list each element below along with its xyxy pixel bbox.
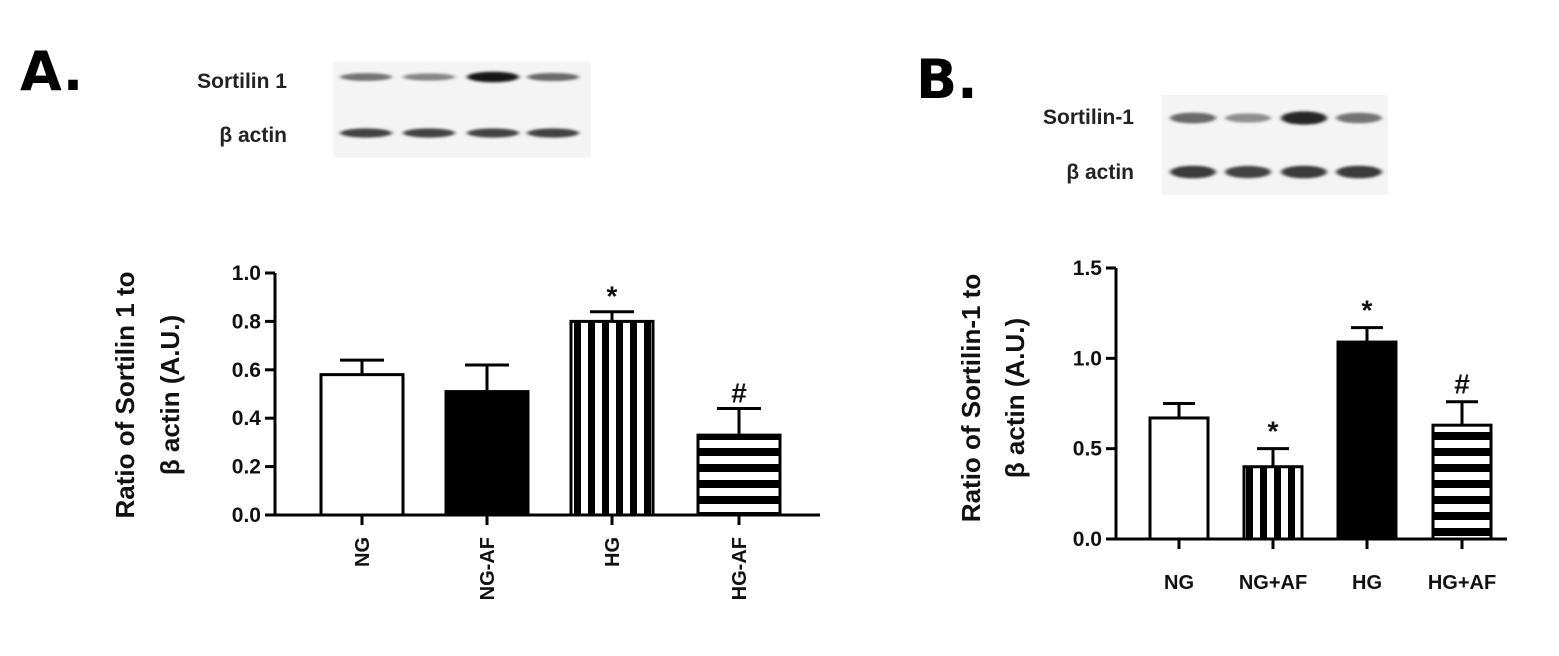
chart-a-bar-hg	[569, 319, 655, 517]
chart-b-category-label: HG+AF	[1428, 572, 1496, 594]
blot-a-band-row1-lane2	[403, 73, 455, 81]
panel-a-label: A.	[20, 40, 83, 103]
chart-a-y-tick-label: 0.8	[232, 310, 262, 333]
blot-b-row1-label: Sortilin-1	[1043, 106, 1134, 129]
chart-b-category-label: NG+AF	[1239, 572, 1307, 594]
chart-b-bar-ng	[1148, 416, 1210, 541]
chart-a-category-label: HG	[602, 537, 624, 567]
blot-a-band-row2-lane2	[403, 128, 455, 138]
blot-a-row1-label: Sortilin 1	[197, 70, 287, 93]
y-axis-title-a-line2: β actin (A.U.)	[155, 315, 185, 475]
chart-a-y-tick-label: 1.0	[232, 262, 261, 285]
blot-b-band-row2-lane3	[1281, 165, 1327, 179]
chart-a-bar-ng-af	[444, 390, 530, 517]
y-axis-title-b-line1: Ratio of Sortilin-1 to	[956, 274, 986, 522]
western-blot-a	[333, 62, 591, 158]
y-axis-title-b: Ratio of Sortilin-1 to β actin (A.U.)	[956, 274, 1030, 522]
chart-a-bar-ng	[319, 373, 405, 517]
y-axis-title-a-line1: Ratio of Sortilin 1 to	[110, 272, 140, 519]
blot-a-band-row2-lane1	[340, 128, 392, 138]
blot-b-band-row2-lane2	[1225, 165, 1271, 179]
chart-a-y-tick-label: 0.2	[232, 456, 261, 479]
chart-b-category-label: HG	[1352, 572, 1382, 594]
chart-b-bar-hg	[1336, 340, 1398, 541]
y-axis-title-b-line2: β actin (A.U.)	[1000, 318, 1030, 478]
y-axis-title-a: Ratio of Sortilin 1 to β actin (A.U.)	[110, 272, 185, 519]
blot-b-band-row2-lane1	[1170, 165, 1216, 179]
chart-a-y-tick-label: 0.4	[232, 407, 262, 430]
chart-b-y-tick-label: 1.5	[1073, 257, 1103, 280]
panel-b-label: B.	[916, 48, 978, 111]
chart-b-bar-ng-af	[1242, 465, 1304, 541]
chart-b-bar-hg-af	[1431, 423, 1493, 541]
chart-b-y-tick-label: 1.0	[1073, 347, 1102, 370]
western-blot-b	[1162, 95, 1388, 195]
blot-b-band-row2-lane4	[1336, 165, 1382, 179]
chart-b-significance-mark: *	[1362, 295, 1373, 326]
chart-b-y-tick-label: 0.5	[1073, 438, 1103, 461]
chart-a-category-label: HG-AF	[729, 537, 751, 600]
blot-b-band-row1-lane4	[1336, 112, 1382, 124]
chart-a-significance-mark: #	[731, 378, 747, 409]
blot-a-band-row1-lane1	[340, 73, 392, 81]
chart-a-category-label: NG	[352, 537, 374, 567]
chart-b-significance-mark: *	[1268, 416, 1279, 447]
chart-b-category-label: NG	[1164, 572, 1194, 594]
chart-a-y-tick-label: 0.0	[232, 504, 261, 527]
chart-b-y-tick-label: 0.0	[1073, 528, 1102, 551]
blot-a-band-row2-lane3	[467, 128, 519, 138]
blot-a-band-row1-lane3	[467, 71, 519, 83]
chart-a-significance-mark: *	[607, 281, 618, 312]
blot-b-band-row1-lane3	[1281, 111, 1327, 125]
blot-a-band-row2-lane4	[527, 128, 579, 138]
blot-a-band-row1-lane4	[527, 72, 579, 82]
chart-a-category-label: NG-AF	[477, 537, 499, 600]
chart-a-bar-hg-af	[696, 433, 782, 517]
bar-chart-b: 0.0 0.5 1.0 1.5 NG * NG+AF * HG # HG+AF	[1073, 257, 1507, 594]
blot-b-background	[1162, 95, 1388, 195]
blot-b-row2-label: β actin	[1066, 161, 1134, 184]
bar-chart-a: 0.0 0.2 0.4 0.6 0.8 1.0 NG NG-AF * HG # HG-AF	[232, 262, 820, 600]
blot-b-band-row1-lane1	[1170, 112, 1216, 124]
blot-b-band-row1-lane2	[1225, 113, 1271, 123]
chart-a-y-tick-label: 0.6	[232, 359, 261, 382]
chart-b-significance-mark: #	[1454, 369, 1470, 400]
blot-a-row2-label: β actin	[219, 124, 287, 147]
